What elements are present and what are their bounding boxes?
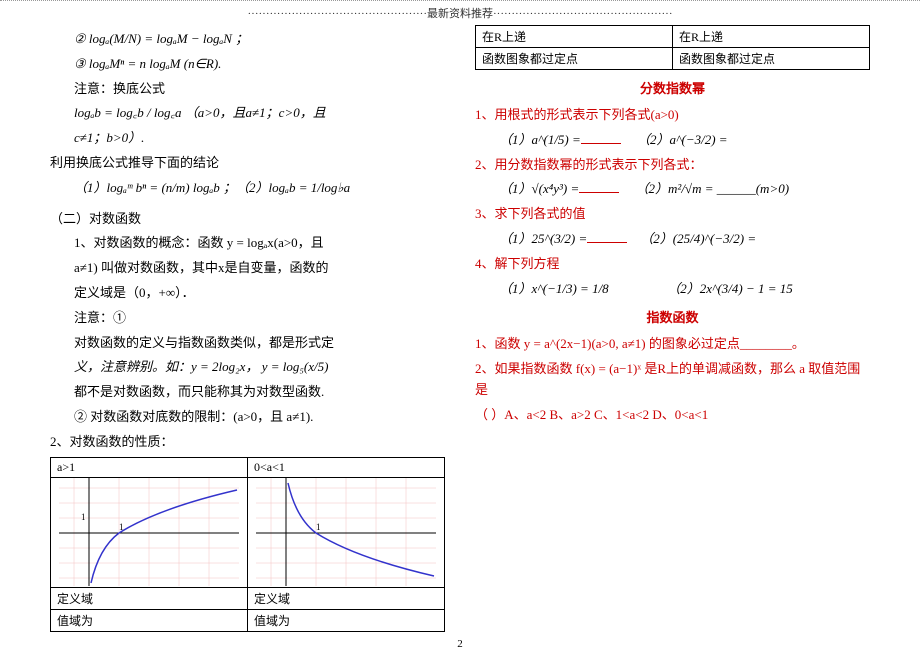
header-bar: ········································… [0, 0, 920, 25]
mini-table: 在R上递 在R上递 函数图象都过定点 函数图象都过定点 [475, 25, 870, 70]
note-2: 注意：① [50, 308, 445, 329]
q4b: （2）2x^(3/4) − 1 = 15 [667, 281, 793, 296]
svg-text:1: 1 [81, 512, 86, 522]
q2-items: （1）√(x⁴y³) = （2）m²/√m = ______(m>0) [475, 179, 870, 200]
mt-r1c2: 在R上递 [673, 26, 870, 48]
log-rule-3: ③ logₐMⁿ = n logₐM (n∈R). [50, 54, 445, 75]
q6: 2、如果指数函数 f(x) = (a−1)ˣ 是R上的单调减函数，那么 a 取值… [475, 359, 870, 401]
svg-text:1: 1 [316, 522, 321, 532]
graph-a-gt-1: 1 1 [51, 477, 248, 587]
log-fn-def-2: a≠1) 叫做对数函数，其中x是自变量，函数的 [50, 258, 445, 279]
q1b: （2）a^(−3/2) = [637, 132, 728, 147]
note-2d: ② 对数函数对底数的限制：(a>0，且 a≠1). [50, 407, 445, 428]
q1-items: （1）a^(1/5) = （2）a^(−3/2) = [475, 130, 870, 151]
q2b: （2）m²/√m = ______(m>0) [636, 181, 790, 196]
header-text: 最新资料推荐 [427, 8, 493, 20]
log-fn-props: 2、对数函数的性质： [50, 432, 445, 453]
q3: 3、求下列各式的值 [475, 204, 870, 225]
left-column: ② logₐ(M/N) = logₐM − logₐN ； ③ logₐMⁿ =… [50, 25, 460, 632]
graph-a-lt-1: 1 [248, 477, 445, 587]
row-domain-2: 定义域 [248, 587, 445, 609]
log-rule-2: ② logₐ(M/N) = logₐM − logₐN ； [50, 29, 445, 50]
blank [581, 130, 621, 144]
q6-options: （ ）A、a<2 B、a>2 C、1<a<2 D、0<a<1 [475, 405, 870, 426]
page-number: 2 [0, 638, 920, 650]
th-a-gt-1: a>1 [51, 457, 248, 477]
log-fn-def-3: 定义域是（0，+∞）． [50, 283, 445, 304]
q4a: （1）x^(−1/3) = 1/8 [499, 281, 609, 296]
title-frac-exp: 分数指数幂 [475, 78, 870, 97]
q3a: （1）25^(3/2) = [499, 231, 587, 246]
mt-r1c1: 在R上递 [476, 26, 673, 48]
main-columns: ② logₐ(M/N) = logₐM − logₐN ； ③ logₐMⁿ =… [0, 25, 920, 632]
row-domain-1: 定义域 [51, 587, 248, 609]
q3b: （2）(25/4)^(−3/2) = [640, 231, 756, 246]
q1: 1、用根式的形式表示下列各式(a>0) [475, 105, 870, 126]
th-a-lt-1: 0<a<1 [248, 457, 445, 477]
derive-intro: 利用换底公式推导下面的结论 [50, 153, 445, 174]
q5: 1、函数 y = a^(2x−1)(a>0, a≠1) 的图象必过定点_____… [475, 334, 870, 355]
right-column: 在R上递 在R上递 函数图象都过定点 函数图象都过定点 分数指数幂 1、用根式的… [460, 25, 870, 632]
mt-r2c1: 函数图象都过定点 [476, 48, 673, 70]
log-graph-table: a>1 0<a<1 [50, 457, 445, 632]
note-title: 注意：换底公式 [50, 79, 445, 100]
changebase-formula: logₐb = log꜀b / log꜀a （a>0，且a≠1；c>0，且 [50, 103, 445, 124]
blank [579, 179, 619, 193]
derive-formulas: （1）logₐᵐ bⁿ = (n/m) logₐb ；（2）logₐb = 1/… [50, 178, 445, 199]
note-2b: 义，注意辨别。如：y = 2log₂x， y = log₅(x/5) [50, 357, 445, 378]
q4-items: （1）x^(−1/3) = 1/8 （2）2x^(3/4) − 1 = 15 [475, 279, 870, 300]
q2: 2、用分数指数幂的形式表示下列各式： [475, 155, 870, 176]
section-log-fn: （二）对数函数 [50, 209, 445, 230]
q2a: （1）√(x⁴y³) = [499, 181, 579, 196]
note-2c: 都不是对数函数，而只能称其为对数型函数. [50, 382, 445, 403]
mt-r2c2: 函数图象都过定点 [673, 48, 870, 70]
q1a: （1）a^(1/5) = [499, 132, 581, 147]
log-fn-def-1: 1、对数函数的概念：函数 y = logₐx(a>0，且 [50, 233, 445, 254]
svg-text:1: 1 [119, 522, 124, 532]
row-range-1: 值域为 [51, 609, 248, 631]
changebase-cond: c≠1；b>0）. [50, 128, 445, 149]
title-exp-fn: 指数函数 [475, 307, 870, 326]
q5-text: 1、函数 y = a^(2x−1)(a>0, a≠1) 的图象必过定点_____… [475, 336, 805, 351]
note-2a: 对数函数的定义与指数函数类似，都是形式定 [50, 333, 445, 354]
q4: 4、解下列方程 [475, 254, 870, 275]
row-range-2: 值域为 [248, 609, 445, 631]
blank [587, 229, 627, 243]
q3-items: （1）25^(3/2) = （2）(25/4)^(−3/2) = [475, 229, 870, 250]
